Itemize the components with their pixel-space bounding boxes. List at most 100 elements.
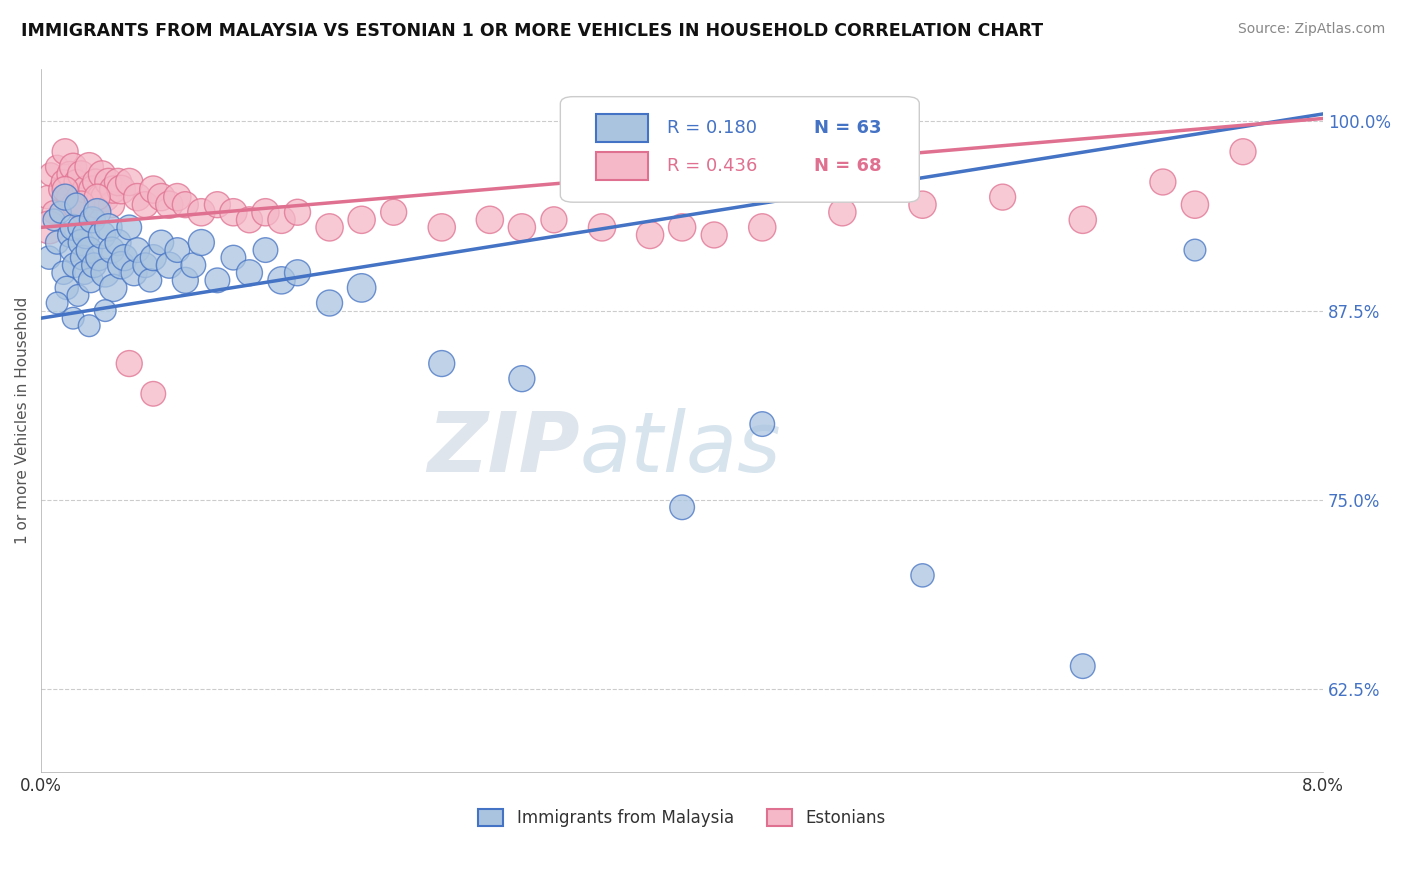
Point	[65, 197, 87, 211]
Point	[53, 183, 76, 197]
Point	[103, 183, 125, 197]
Point	[1232, 145, 1254, 159]
Text: atlas: atlas	[579, 408, 782, 489]
Point	[142, 251, 165, 265]
Point	[134, 258, 156, 272]
Point	[1184, 243, 1206, 257]
FancyBboxPatch shape	[596, 114, 648, 143]
Point	[53, 190, 76, 204]
Point	[73, 205, 96, 219]
Point	[911, 568, 934, 582]
Point	[94, 190, 117, 204]
Point	[1152, 175, 1174, 189]
Point	[207, 273, 229, 287]
Point	[84, 175, 107, 189]
Point	[207, 197, 229, 211]
Point	[70, 235, 93, 250]
FancyBboxPatch shape	[561, 96, 920, 202]
Point	[142, 386, 165, 401]
Point	[62, 160, 84, 174]
Point	[287, 205, 309, 219]
Point	[86, 190, 108, 204]
Point	[62, 311, 84, 326]
Point	[38, 251, 60, 265]
Point	[49, 205, 72, 219]
Point	[118, 175, 141, 189]
Point	[127, 190, 149, 204]
Point	[91, 227, 114, 242]
Point	[53, 145, 76, 159]
Point	[118, 357, 141, 371]
Point	[1071, 659, 1094, 673]
Point	[174, 273, 197, 287]
Point	[1184, 197, 1206, 211]
Point	[65, 175, 87, 189]
Point	[166, 243, 188, 257]
Point	[77, 243, 100, 257]
Point	[87, 251, 110, 265]
Y-axis label: 1 or more Vehicles in Household: 1 or more Vehicles in Household	[15, 297, 30, 544]
Point	[49, 183, 72, 197]
Point	[222, 251, 245, 265]
Point	[110, 183, 132, 197]
Point	[254, 205, 277, 219]
Point	[66, 288, 89, 302]
Point	[39, 168, 62, 182]
Point	[222, 205, 245, 219]
Point	[238, 212, 260, 227]
Point	[318, 296, 340, 310]
Point	[38, 220, 60, 235]
Point	[70, 197, 93, 211]
Point	[911, 197, 934, 211]
Point	[86, 197, 108, 211]
Point	[58, 190, 80, 204]
Point	[510, 372, 533, 386]
Point	[350, 281, 373, 295]
Point	[703, 227, 725, 242]
Point	[59, 227, 82, 242]
Point	[94, 303, 117, 318]
Point	[118, 220, 141, 235]
Point	[69, 220, 91, 235]
Point	[89, 190, 111, 204]
Point	[83, 258, 105, 272]
Point	[59, 168, 82, 182]
Point	[122, 266, 145, 280]
Text: Source: ZipAtlas.com: Source: ZipAtlas.com	[1237, 22, 1385, 37]
Text: IMMIGRANTS FROM MALAYSIA VS ESTONIAN 1 OR MORE VEHICLES IN HOUSEHOLD CORRELATION: IMMIGRANTS FROM MALAYSIA VS ESTONIAN 1 O…	[21, 22, 1043, 40]
Point	[70, 168, 93, 182]
Point	[183, 258, 205, 272]
Point	[77, 318, 100, 333]
Point	[1071, 212, 1094, 227]
Point	[510, 220, 533, 235]
Point	[157, 197, 180, 211]
Point	[86, 205, 108, 219]
Point	[82, 212, 104, 227]
Point	[73, 266, 96, 280]
Point	[150, 235, 173, 250]
Point	[37, 190, 59, 204]
Point	[671, 500, 693, 515]
Text: R = 0.436: R = 0.436	[666, 157, 756, 175]
Point	[100, 243, 122, 257]
Point	[543, 212, 565, 227]
Point	[671, 220, 693, 235]
Point	[91, 168, 114, 182]
Point	[318, 220, 340, 235]
Point	[238, 266, 260, 280]
Point	[100, 197, 122, 211]
Point	[103, 281, 125, 295]
Point	[287, 266, 309, 280]
Point	[139, 273, 162, 287]
Point	[142, 183, 165, 197]
Point	[166, 190, 188, 204]
Point	[991, 190, 1014, 204]
Point	[430, 220, 453, 235]
Point	[270, 273, 292, 287]
Point	[134, 197, 156, 211]
Point	[62, 220, 84, 235]
Point	[82, 183, 104, 197]
Point	[270, 212, 292, 227]
Text: N = 63: N = 63	[814, 120, 882, 137]
Point	[77, 160, 100, 174]
